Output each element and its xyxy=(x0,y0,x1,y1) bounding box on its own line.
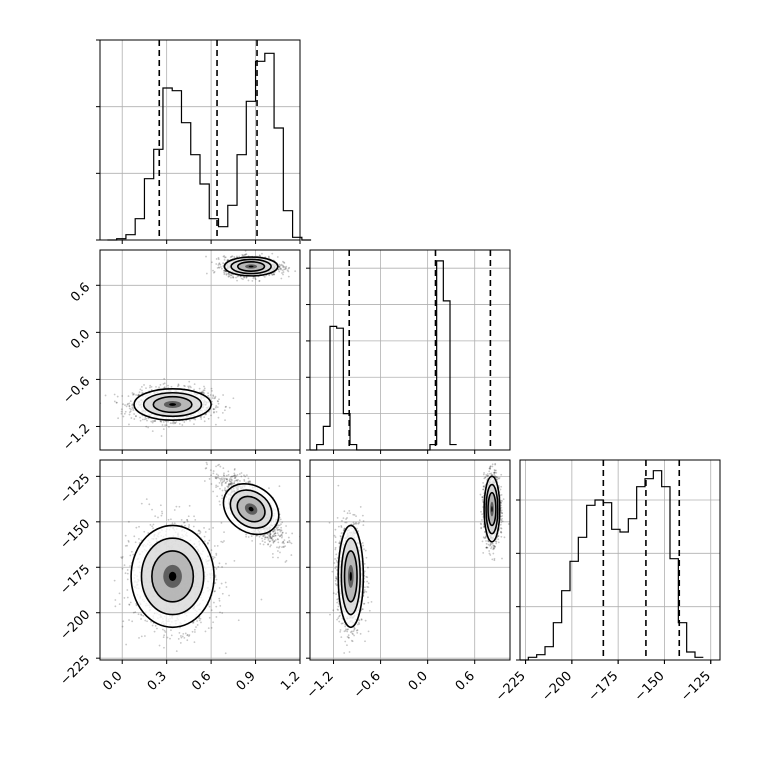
y-tick-label: −1.2 xyxy=(60,421,93,454)
scatter-points xyxy=(113,461,300,660)
scatter-frame xyxy=(99,459,301,661)
y-tick-label: −175 xyxy=(57,562,93,598)
x-tick-label: −225 xyxy=(493,669,529,705)
histogram-frame xyxy=(519,459,721,661)
scatter-frame xyxy=(309,459,511,661)
y-tick-label: −225 xyxy=(57,653,93,689)
density-peak xyxy=(248,506,254,512)
x-tick-label: −150 xyxy=(632,669,668,705)
y-tick-label: −150 xyxy=(57,517,93,553)
scatter-frame xyxy=(99,249,301,451)
density-contours xyxy=(222,482,280,536)
x-tick-label: 0.0 xyxy=(406,669,431,694)
scatter-points xyxy=(100,250,297,437)
x-tick-label: 0.9 xyxy=(234,669,259,694)
y-tick-label: −125 xyxy=(57,471,93,507)
x-tick-label: 0.6 xyxy=(453,669,478,694)
y-tick-label: −0.6 xyxy=(60,374,93,407)
density-peak xyxy=(491,506,493,513)
histogram-steps xyxy=(310,260,457,451)
x-tick-label: 1.2 xyxy=(278,669,303,694)
density-peak xyxy=(169,403,177,406)
y-tick-label: 0.6 xyxy=(68,280,93,305)
density-contours xyxy=(223,256,279,277)
x-tick-label: 0.0 xyxy=(100,669,125,694)
y-tick-label: 0.0 xyxy=(68,327,93,352)
histogram-steps xyxy=(520,470,704,661)
histogram-steps xyxy=(107,52,312,241)
x-tick-label: −125 xyxy=(678,669,714,705)
x-tick-label: −0.6 xyxy=(351,669,384,702)
density-contours xyxy=(483,475,501,543)
density-peak xyxy=(168,571,177,581)
density-peak xyxy=(349,571,352,581)
density-peak xyxy=(248,265,254,268)
x-tick-label: −200 xyxy=(539,669,575,705)
y-tick-label: −200 xyxy=(57,607,93,643)
x-tick-label: 0.3 xyxy=(145,669,170,694)
scatter-points xyxy=(328,462,510,654)
x-tick-label: −175 xyxy=(586,669,622,705)
density-contours xyxy=(337,524,365,629)
histogram-frame xyxy=(309,249,511,451)
density-contours xyxy=(130,524,215,629)
histogram-frame xyxy=(99,39,301,241)
x-tick-label: −1.2 xyxy=(304,669,337,702)
x-tick-label: 0.6 xyxy=(189,669,214,694)
density-contours xyxy=(133,388,212,421)
